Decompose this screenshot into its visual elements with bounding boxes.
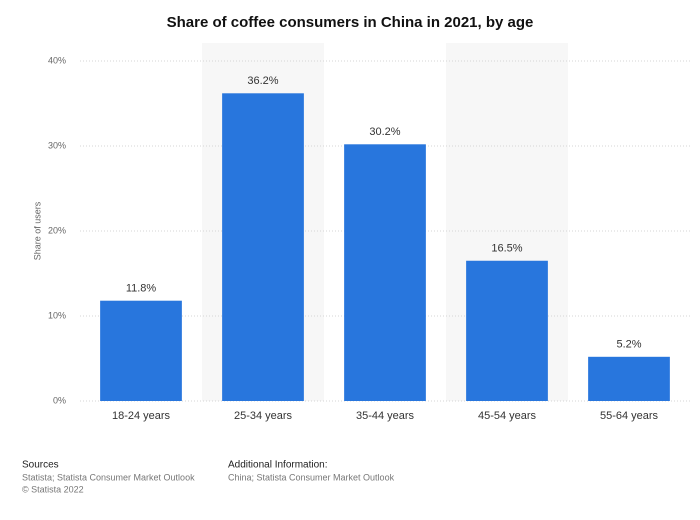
y-tick-label: 10% — [48, 310, 66, 320]
sources-title: Sources — [22, 460, 59, 471]
x-tick-label: 45-54 years — [478, 410, 537, 422]
info-text: China; Statista Consumer Market Outlook — [228, 472, 395, 482]
value-label: 30.2% — [369, 126, 400, 138]
y-axis-label: Share of users — [32, 201, 42, 260]
bar — [344, 144, 426, 402]
y-tick-label: 30% — [48, 140, 66, 150]
x-tick-label: 35-44 years — [356, 410, 415, 422]
source-line: Statista; Statista Consumer Market Outlo… — [22, 472, 195, 482]
value-label: 36.2% — [247, 75, 278, 87]
value-label: 16.5% — [491, 243, 522, 255]
info-title: Additional Information: — [228, 460, 328, 471]
x-tick-label: 18-24 years — [112, 410, 171, 422]
x-tick-label: 55-64 years — [600, 410, 659, 422]
x-tick-label: 25-34 years — [234, 410, 293, 422]
bar — [588, 356, 670, 401]
chart-title: Share of coffee consumers in China in 20… — [167, 14, 534, 31]
value-label: 5.2% — [616, 339, 641, 351]
y-tick-label: 0% — [53, 395, 66, 405]
value-label: 11.8% — [126, 283, 157, 295]
bar — [100, 300, 182, 401]
y-tick-label: 40% — [48, 55, 66, 65]
bar — [222, 93, 304, 402]
y-tick-label: 20% — [48, 225, 66, 235]
source-line: © Statista 2022 — [22, 484, 84, 494]
bar — [466, 260, 548, 401]
